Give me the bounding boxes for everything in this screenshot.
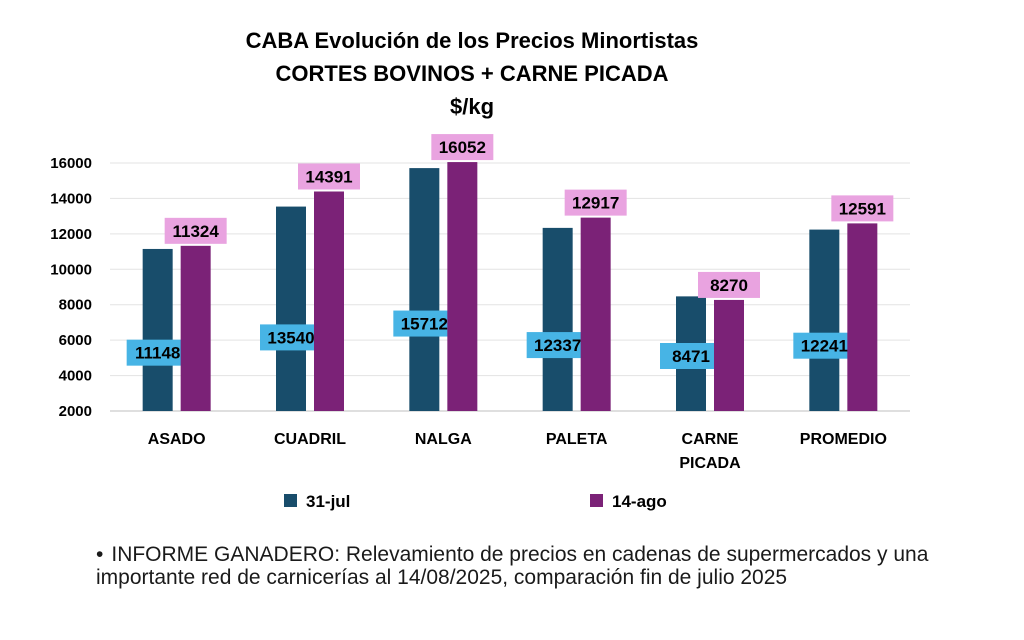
x-tick-label: NALGA: [415, 431, 472, 448]
legend-swatch: [590, 494, 603, 507]
data-label-bg: [260, 324, 322, 351]
y-tick-label: 8000: [59, 297, 92, 314]
bar-31-jul: [142, 248, 173, 411]
data-label: 12591: [839, 199, 886, 218]
data-label: 12241: [801, 337, 848, 356]
data-label: 15712: [401, 315, 448, 334]
y-tick-label: 12000: [50, 226, 92, 243]
bar-31-jul: [409, 168, 440, 411]
bar-14-ago: [847, 223, 878, 411]
data-label-bg: [164, 217, 227, 244]
data-label: 12917: [572, 194, 619, 213]
x-tick-label: PROMEDIO: [800, 431, 887, 448]
footnote-bullet: •: [96, 543, 104, 566]
bar-14-ago: [447, 162, 478, 411]
y-tick-label: 2000: [59, 403, 92, 420]
data-label: 11324: [172, 222, 219, 241]
y-tick-label: 6000: [59, 332, 92, 349]
chart-subtitle: CORTES BOVINOS + CARNE PICADA: [275, 61, 669, 86]
legend-label: 31-jul: [306, 492, 350, 511]
data-label: 12337: [534, 336, 581, 355]
chart-title: CABA Evolución de los Precios Minortista…: [245, 28, 699, 53]
x-tick-label: PALETA: [546, 431, 608, 448]
data-label-bg: [793, 332, 856, 359]
data-label-bg: [298, 163, 360, 190]
data-label-bg: [431, 134, 494, 161]
data-label: 8471: [672, 347, 710, 366]
y-tick-label: 16000: [50, 155, 92, 172]
x-tick-label: CUADRIL: [274, 431, 346, 448]
footnote: • INFORME GANADERO: Relevamiento de preci…: [96, 543, 996, 589]
y-tick-label: 10000: [50, 261, 92, 278]
bar-14-ago: [714, 299, 744, 411]
x-tick-label: PICADA: [679, 455, 741, 472]
bar-31-jul: [276, 206, 306, 411]
data-label-bg: [564, 189, 627, 216]
x-tick-label: ASADO: [148, 431, 206, 448]
data-label-bg: [698, 271, 760, 298]
chart-unit: $/kg: [449, 94, 495, 119]
data-label: 11148: [135, 344, 180, 363]
data-label-bg: [393, 310, 456, 337]
data-label: 14391: [305, 168, 352, 187]
x-tick-label: CARNE: [682, 431, 739, 448]
bar-31-jul: [542, 227, 573, 411]
bar-14-ago: [580, 217, 611, 411]
data-label-bg: [526, 332, 589, 359]
bar-31-jul: [809, 229, 840, 411]
bar-14-ago: [180, 245, 211, 411]
y-tick-label: 4000: [59, 368, 92, 385]
footnote-text: INFORME GANADERO: Relevamiento de precio…: [96, 543, 929, 589]
bar-chart: 2000 4000 6000 8000 10000 12000 14000 16000 ASAD…: [50, 134, 910, 511]
data-label: 8270: [710, 276, 748, 295]
y-tick-label: 14000: [50, 190, 92, 207]
data-label: 13540: [267, 328, 314, 347]
bar-14-ago: [314, 191, 344, 411]
data-label-bg: [126, 339, 189, 366]
legend-label: 14-ago: [612, 492, 667, 511]
legend-swatch: [284, 494, 297, 507]
data-label-bg: [660, 343, 722, 369]
data-label: 16052: [439, 138, 486, 157]
data-label-bg: [831, 195, 894, 222]
